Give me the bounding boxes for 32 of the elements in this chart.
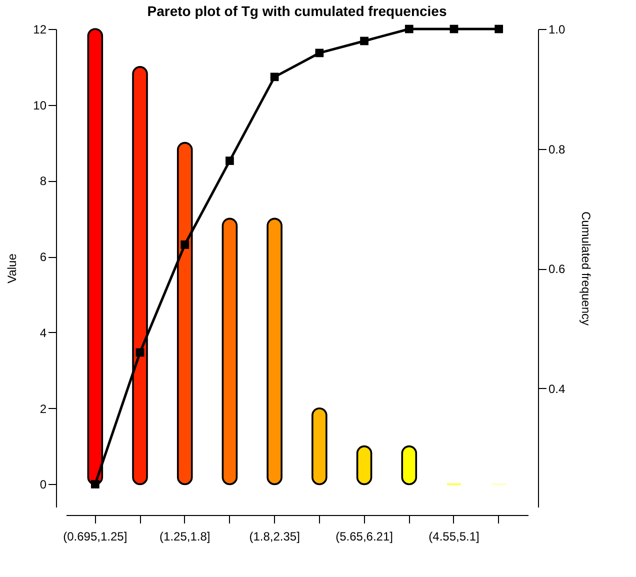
point bbox=[360, 36, 368, 46]
x-tick-label: (0.695,1.25] bbox=[63, 530, 128, 544]
y-tick-label: 4 bbox=[40, 326, 47, 340]
point bbox=[226, 156, 234, 165]
point bbox=[315, 48, 324, 58]
x-tick-label: (4.55,5.1] bbox=[428, 530, 480, 544]
y2-tick-label: 0.8 bbox=[548, 142, 566, 156]
x-tick-label: (5.65,6.21] bbox=[336, 530, 393, 544]
bar bbox=[312, 407, 328, 486]
y2-tick-label: 0.4 bbox=[548, 382, 566, 396]
point bbox=[136, 348, 144, 357]
x-tick-label: (1.25,1.8] bbox=[160, 530, 210, 544]
x-tick-label: (1.8,2.35] bbox=[249, 530, 300, 544]
y-tick-label: 12 bbox=[33, 22, 47, 36]
y-tick-label: 10 bbox=[33, 98, 47, 112]
y2-axis-title: Cumulated frequency bbox=[579, 211, 594, 326]
y-axis-title: Value bbox=[5, 253, 20, 284]
point bbox=[450, 24, 458, 34]
bar bbox=[266, 218, 282, 486]
y-tick-label: 2 bbox=[40, 402, 47, 416]
point bbox=[404, 24, 414, 34]
bar bbox=[222, 218, 238, 486]
point bbox=[494, 24, 504, 34]
y2-tick-label: 0.6 bbox=[548, 262, 566, 276]
y-tick-label: 0 bbox=[40, 478, 47, 492]
y-tick-label: 8 bbox=[40, 174, 47, 188]
point bbox=[270, 72, 279, 82]
y-tick-label: 6 bbox=[40, 250, 47, 264]
y2-tick-label: 1.0 bbox=[548, 22, 566, 36]
point bbox=[180, 240, 190, 249]
point bbox=[90, 480, 100, 488]
chart-title: Pareto plot of Tg with cumulated frequencies bbox=[147, 3, 447, 19]
